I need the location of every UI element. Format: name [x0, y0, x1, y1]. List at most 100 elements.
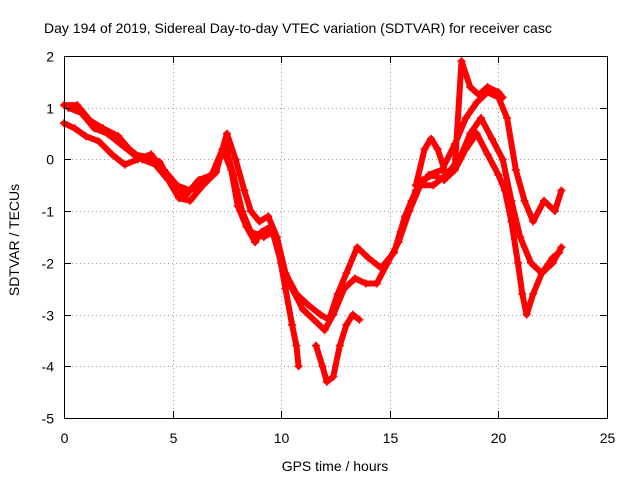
data-point [264, 212, 273, 221]
data-point [529, 289, 538, 298]
data-point [429, 181, 438, 190]
data-point [526, 258, 535, 267]
series-track-c [64, 103, 303, 371]
data-point [281, 284, 290, 293]
data-point [520, 196, 529, 205]
data-point [320, 326, 329, 335]
data-point [94, 137, 103, 146]
data-point [129, 150, 138, 159]
data-point [472, 129, 481, 138]
y-tick-label: -2 [42, 256, 55, 272]
data-point [168, 181, 177, 190]
data-point [500, 186, 509, 195]
data-point [396, 227, 405, 236]
data-point [442, 170, 451, 179]
data-point [246, 207, 255, 216]
data-point [335, 341, 344, 350]
x-tick-labels: 0 5 10 15 20 25 [61, 430, 616, 446]
data-point [353, 243, 362, 252]
y-tick-label: 0 [46, 152, 54, 168]
data-point [292, 341, 301, 350]
data-point [107, 150, 116, 159]
data-point [257, 227, 266, 236]
chart-title: Day 194 of 2019, Sidereal Day-to-day VTE… [44, 20, 552, 36]
data-point [207, 170, 216, 179]
data-point [411, 181, 420, 190]
data-point [494, 170, 503, 179]
data-point [516, 233, 525, 241]
y-tick-label: 1 [46, 101, 54, 117]
data-point [298, 305, 307, 314]
data-point [433, 145, 442, 154]
data-point [494, 88, 503, 97]
data-point [522, 310, 531, 319]
data-point [518, 289, 527, 298]
data-point [557, 243, 566, 252]
series-trace [412, 58, 506, 189]
x-tick-label: 0 [61, 430, 69, 446]
data-point [548, 258, 557, 267]
data-point [472, 98, 481, 107]
data-point [155, 158, 164, 167]
y-tick-label: 2 [46, 49, 54, 65]
data-point [231, 155, 240, 164]
data-point [329, 310, 338, 319]
data-point [364, 253, 373, 262]
data-point [64, 103, 73, 112]
data-point [251, 238, 260, 247]
data-point [218, 145, 227, 154]
y-axis-label: SDTVAR / TECUs [6, 184, 22, 296]
data-point [348, 310, 357, 319]
data-point [466, 83, 475, 92]
data-point [272, 238, 281, 247]
data-point [461, 145, 470, 154]
x-tick-label: 20 [491, 430, 507, 446]
data-point [318, 362, 327, 371]
data-point [311, 341, 320, 350]
data-point [185, 196, 194, 205]
data-point [142, 152, 151, 161]
data-point [316, 310, 325, 319]
y-tick-label: -5 [42, 411, 55, 427]
data-point [507, 217, 516, 226]
data-point [120, 160, 129, 169]
data-point [483, 83, 492, 92]
data-point [116, 139, 125, 148]
data-point [513, 258, 522, 267]
y-tick-label: -4 [42, 359, 55, 375]
data-point [383, 258, 392, 267]
data-point [457, 57, 466, 66]
data-point [407, 196, 416, 205]
data-point [503, 114, 512, 123]
data-point [303, 300, 312, 309]
data-point [429, 170, 438, 179]
data-point [440, 176, 449, 185]
data-point [233, 201, 242, 210]
data-point [540, 196, 549, 205]
data-point [550, 207, 559, 216]
axis-ticks [64, 56, 608, 419]
y-tick-label: -1 [42, 204, 55, 220]
data-point [175, 194, 184, 203]
data-point [73, 101, 82, 110]
data-point [329, 372, 338, 381]
data-point [81, 132, 90, 141]
data-point [537, 269, 546, 278]
data-point [288, 320, 297, 329]
y-tick-labels: -5 -4 -3 -2 -1 0 1 2 [42, 49, 55, 427]
data-point [355, 315, 364, 324]
data-point [220, 139, 229, 148]
x-tick-label: 5 [170, 430, 178, 446]
series-track-f [411, 57, 507, 190]
data-point [420, 145, 429, 154]
data-point [255, 217, 264, 226]
data-point [181, 191, 190, 200]
data-point [372, 279, 381, 288]
plot-frame [64, 56, 608, 419]
series-trace [65, 104, 302, 370]
data-point [342, 269, 351, 278]
x-tick-label: 15 [383, 430, 399, 446]
data-point [483, 150, 492, 159]
